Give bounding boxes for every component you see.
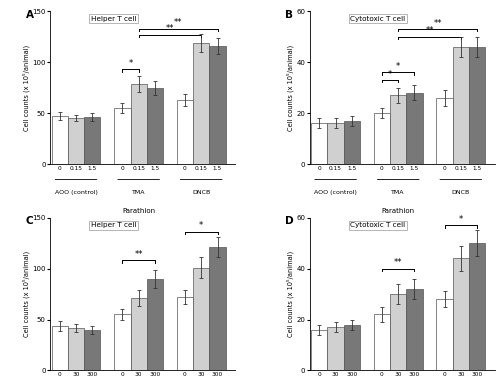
Text: **: **: [426, 26, 434, 35]
Bar: [406, 93, 422, 164]
Bar: [68, 328, 84, 370]
Bar: [147, 88, 163, 164]
Bar: [406, 289, 422, 370]
Text: *: *: [128, 59, 132, 68]
Text: **: **: [434, 19, 442, 28]
Bar: [390, 95, 406, 164]
Text: AOO (control): AOO (control): [54, 190, 98, 195]
Bar: [344, 121, 360, 164]
Bar: [328, 123, 344, 164]
Bar: [344, 325, 360, 370]
Text: C: C: [26, 216, 34, 226]
Text: Helper T cell: Helper T cell: [91, 222, 136, 228]
Bar: [114, 108, 130, 164]
Bar: [311, 330, 328, 370]
Bar: [84, 330, 100, 370]
Bar: [210, 46, 226, 164]
Bar: [68, 118, 84, 164]
Bar: [452, 47, 469, 164]
Bar: [374, 314, 390, 370]
Text: A: A: [26, 10, 34, 20]
Bar: [436, 98, 452, 164]
Text: Parathion: Parathion: [122, 208, 155, 214]
Bar: [52, 325, 68, 370]
Bar: [210, 247, 226, 370]
Y-axis label: Cell counts (x 10⁵/animal): Cell counts (x 10⁵/animal): [286, 251, 294, 337]
Bar: [130, 84, 147, 164]
Text: Parathion: Parathion: [382, 208, 415, 214]
Bar: [436, 299, 452, 370]
Bar: [452, 259, 469, 370]
Text: *: *: [458, 215, 463, 224]
Y-axis label: Cell counts (x 10⁵/animal): Cell counts (x 10⁵/animal): [22, 45, 30, 131]
Text: B: B: [286, 10, 294, 20]
Bar: [177, 297, 193, 370]
Text: *: *: [388, 70, 392, 79]
Bar: [84, 117, 100, 164]
Bar: [390, 294, 406, 370]
Bar: [328, 327, 344, 370]
Bar: [193, 43, 210, 164]
Text: **: **: [174, 18, 182, 27]
Bar: [114, 314, 130, 370]
Bar: [52, 116, 68, 164]
Text: AOO (control): AOO (control): [314, 190, 357, 195]
Text: D: D: [286, 216, 294, 226]
Text: **: **: [394, 258, 402, 267]
Bar: [374, 113, 390, 164]
Y-axis label: Cell counts (x 10⁵/animal): Cell counts (x 10⁵/animal): [286, 45, 294, 131]
Text: TMA: TMA: [392, 190, 405, 195]
Bar: [130, 298, 147, 370]
Text: **: **: [134, 250, 143, 259]
Bar: [469, 47, 485, 164]
Text: Cytotoxic T cell: Cytotoxic T cell: [350, 222, 406, 228]
Text: DNCB: DNCB: [192, 190, 210, 195]
Y-axis label: Cell counts (x 10⁵/animal): Cell counts (x 10⁵/animal): [22, 251, 30, 337]
Text: (mg kg⁻¹ day⁻¹): (mg kg⁻¹ day⁻¹): [114, 221, 164, 227]
Text: TMA: TMA: [132, 190, 145, 195]
Text: Cytotoxic T cell: Cytotoxic T cell: [350, 16, 406, 22]
Bar: [177, 100, 193, 164]
Text: *: *: [199, 222, 203, 230]
Bar: [469, 243, 485, 370]
Text: **: **: [166, 24, 174, 33]
Text: *: *: [396, 62, 400, 71]
Bar: [193, 268, 210, 370]
Bar: [311, 123, 328, 164]
Text: (mg kg⁻¹ day⁻¹): (mg kg⁻¹ day⁻¹): [374, 221, 423, 227]
Text: Helper T cell: Helper T cell: [91, 16, 136, 22]
Bar: [147, 279, 163, 370]
Text: DNCB: DNCB: [452, 190, 470, 195]
